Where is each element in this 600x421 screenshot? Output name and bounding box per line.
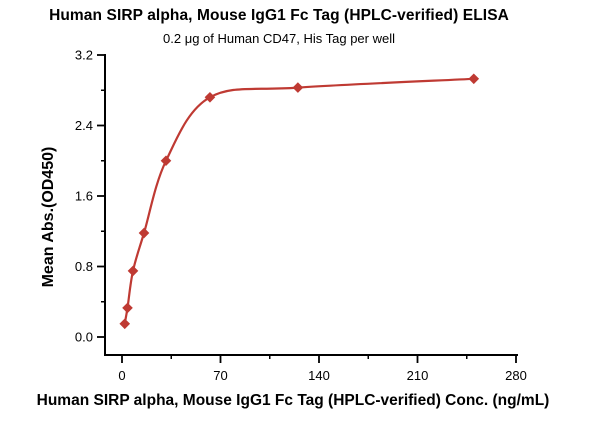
x-tick-label: 210 — [407, 368, 429, 383]
x-tick-label: 0 — [118, 368, 125, 383]
x-tick-label: 140 — [308, 368, 330, 383]
x-axis-label: Human SIRP alpha, Mouse IgG1 Fc Tag (HPL… — [36, 392, 550, 409]
data-point-marker — [122, 302, 133, 314]
data-point-marker — [292, 82, 304, 93]
data-point-marker — [138, 227, 150, 239]
data-point-marker — [204, 91, 216, 103]
y-tick-label: 0.8 — [75, 259, 93, 274]
fit-curve — [123, 77, 475, 325]
x-tick-label: 280 — [505, 368, 527, 383]
y-tick-label: 2.4 — [75, 118, 93, 133]
axes — [104, 54, 518, 356]
data-point-marker — [127, 265, 139, 277]
x-tick-label: 70 — [213, 368, 227, 383]
data-point-marker — [160, 155, 172, 167]
y-tick-label: 1.6 — [75, 189, 93, 204]
data-point-marker — [468, 73, 480, 85]
chart-title: Human SIRP alpha, Mouse IgG1 Fc Tag (HPL… — [49, 7, 509, 24]
y-tick-label: 0.0 — [75, 330, 93, 345]
data-point-marker — [119, 318, 131, 330]
chart-subtitle: 0.2 μg of Human CD47, His Tag per well — [163, 31, 395, 46]
y-tick-label: 3.2 — [75, 48, 93, 63]
